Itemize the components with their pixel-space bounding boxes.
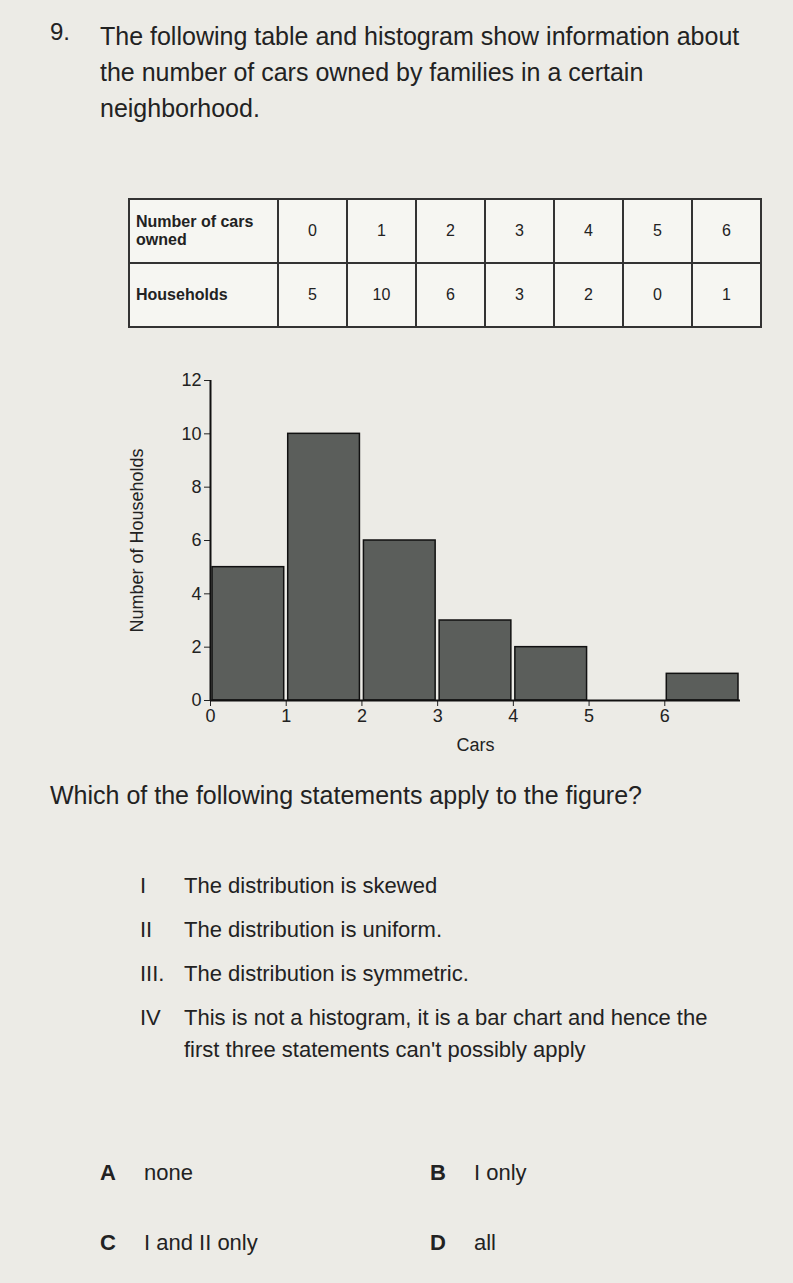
html-text:I only: I only bbox=[474, 1160, 527, 1185]
html-text:3: 3 bbox=[515, 286, 524, 303]
html-text:C: C bbox=[100, 1230, 116, 1255]
html-text:1: 1 bbox=[722, 286, 731, 303]
html-text:5: 5 bbox=[653, 222, 662, 239]
html-text:D: D bbox=[430, 1230, 446, 1255]
html-text:I and II only: I and II only bbox=[144, 1230, 258, 1255]
svg-text:0: 0 bbox=[191, 690, 201, 710]
html-text:9.: 9. bbox=[50, 18, 70, 45]
html-text:Which of the following stateme: Which of the following statements apply … bbox=[50, 781, 642, 809]
html-text:5: 5 bbox=[308, 286, 317, 303]
svg-text:Cars: Cars bbox=[456, 735, 494, 755]
svg-text:4: 4 bbox=[191, 584, 201, 604]
html-text:Households: Households bbox=[136, 286, 228, 303]
html-text:1: 1 bbox=[377, 222, 386, 239]
html-text:The distribution is symmetric.: The distribution is symmetric. bbox=[184, 961, 469, 986]
html-text:2: 2 bbox=[446, 222, 455, 239]
svg-text:1: 1 bbox=[281, 706, 291, 726]
html-text:III.: III. bbox=[140, 961, 165, 986]
html-text:2: 2 bbox=[584, 286, 593, 303]
html-text:4: 4 bbox=[584, 222, 593, 239]
svg-text:12: 12 bbox=[181, 370, 201, 390]
html-text:The following table and histog: The following table and histogram show i… bbox=[100, 22, 740, 122]
svg-text:5: 5 bbox=[584, 706, 594, 726]
html-text:The distribution is skewed: The distribution is skewed bbox=[184, 873, 438, 898]
html-text:The distribution is uniform.: The distribution is uniform. bbox=[184, 917, 442, 942]
svg-text:2: 2 bbox=[357, 706, 367, 726]
svg-text:6: 6 bbox=[191, 530, 201, 550]
svg-text:0: 0 bbox=[205, 706, 215, 726]
html-text:A: A bbox=[100, 1160, 116, 1185]
html-text:10: 10 bbox=[372, 286, 391, 303]
html-text:all: all bbox=[474, 1230, 496, 1255]
html-text:0: 0 bbox=[653, 286, 662, 303]
svg-text:6: 6 bbox=[660, 706, 670, 726]
svg-text:8: 8 bbox=[191, 477, 201, 497]
html-text:0: 0 bbox=[308, 222, 317, 239]
html-text:IV: IV bbox=[140, 1005, 161, 1030]
svg-text:10: 10 bbox=[181, 424, 201, 444]
html-text:B: B bbox=[430, 1160, 446, 1185]
html-text:3: 3 bbox=[515, 222, 524, 239]
html-text:This is not a histogram, it is: This is not a histogram, it is a bar cha… bbox=[184, 1005, 708, 1062]
html-text:none: none bbox=[144, 1160, 193, 1185]
svg-text:3: 3 bbox=[433, 706, 443, 726]
html-text:I: I bbox=[140, 873, 147, 898]
html-text:II: II bbox=[140, 917, 153, 942]
html-text:6: 6 bbox=[722, 222, 731, 239]
svg-text:2: 2 bbox=[191, 637, 201, 657]
html-text:Number of cars owned: Number of cars owned bbox=[136, 213, 254, 248]
svg-text:4: 4 bbox=[508, 706, 518, 726]
html-text:6: 6 bbox=[446, 286, 455, 303]
svg-text:Number of Households: Number of Households bbox=[127, 448, 147, 632]
